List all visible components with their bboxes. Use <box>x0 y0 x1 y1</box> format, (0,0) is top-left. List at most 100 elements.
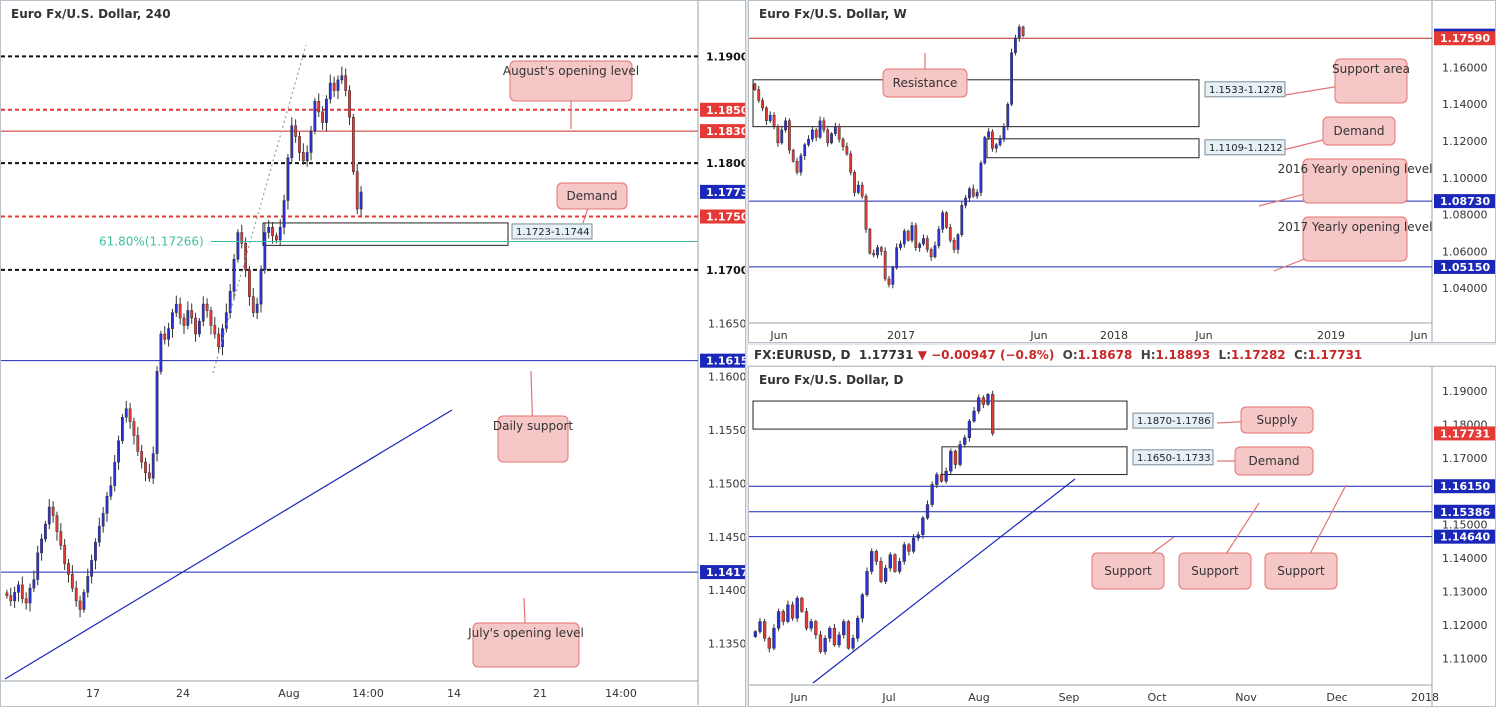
time-tick-label: 17 <box>86 687 100 700</box>
time-tick-label: 24 <box>176 687 190 700</box>
callout-box <box>497 415 569 463</box>
candle-13 <box>803 144 807 156</box>
candle-29 <box>864 195 868 230</box>
h4-chart-panel[interactable]: Euro Fx/U.S. Dollar, 240 1.165001.160001… <box>0 0 746 707</box>
candle-46 <box>967 420 972 439</box>
price-tag-label: 1.18000 <box>706 157 746 170</box>
candle-65 <box>255 303 259 313</box>
candle-27 <box>879 561 883 582</box>
candle-32 <box>128 408 132 422</box>
price-tag-label: 1.08730 <box>1440 195 1490 208</box>
candle-16 <box>67 563 70 575</box>
candle-23 <box>860 594 865 619</box>
candle-36 <box>921 517 925 535</box>
candle-54 <box>213 325 217 335</box>
time-tick-label: Aug <box>968 691 989 704</box>
low-value: 1.17282 <box>1231 348 1286 362</box>
time-tick-label: Jun <box>1029 329 1047 342</box>
h4-chart[interactable]: 1.16500 1.16000 1.15500 1.15000 1.14500 1.140… <box>1 1 746 707</box>
candle-38 <box>151 453 155 479</box>
callout-box <box>1322 116 1396 146</box>
high-value: 1.18893 <box>1155 348 1211 362</box>
candle-46 <box>929 249 933 258</box>
candle-0 <box>753 83 757 90</box>
candle-48 <box>190 310 194 319</box>
candle-18 <box>837 634 841 646</box>
candle-37 <box>895 247 899 269</box>
candle-7 <box>32 579 36 589</box>
price-tag-box <box>1434 529 1495 544</box>
callout-label: Support area <box>1332 62 1410 76</box>
candle-47 <box>186 310 190 326</box>
weekly-chart-title: Euro Fx/U.S. Dollar, W <box>759 7 907 21</box>
daily-chart[interactable]: 1.190001.180001.170001.150001.140001.130… <box>749 367 1496 707</box>
zone-label-box <box>1204 81 1286 98</box>
price-tick-label: 1.16000 <box>708 371 746 384</box>
candle-73 <box>286 157 290 201</box>
candle-37 <box>147 472 151 479</box>
candle-83 <box>325 98 328 123</box>
candle-4 <box>772 627 776 649</box>
candle-18 <box>74 587 78 602</box>
daily-chart-panel[interactable]: Euro Fx/U.S. Dollar, D 1.19000 1.18000 1.1… <box>748 366 1496 707</box>
candle-39 <box>902 230 906 245</box>
candle-1 <box>758 621 762 632</box>
callout-box <box>509 60 633 102</box>
candle-64 <box>251 296 255 313</box>
trend-line <box>212 44 307 374</box>
callout-label: Support <box>1191 564 1239 578</box>
time-tick-label: 2019 <box>1317 329 1345 342</box>
candle-44 <box>174 303 178 313</box>
down-arrow-icon: ▼ <box>917 348 927 362</box>
time-tick-label: 14:00 <box>352 687 384 700</box>
symbol-name: FX:EURUSD, D <box>754 348 851 362</box>
callout-label: Support <box>1104 564 1152 578</box>
candle-51 <box>201 303 205 322</box>
weekly-chart[interactable]: 1.16000 1.14000 1.12000 1.10000 1.08000 1.060… <box>749 1 1496 343</box>
price-tag-box <box>1434 504 1495 519</box>
candle-60 <box>983 137 987 164</box>
candle-92 <box>359 191 363 210</box>
candle-8 <box>36 552 40 580</box>
price-tag-box <box>700 209 745 224</box>
candle-57 <box>971 188 975 197</box>
candle-45 <box>925 238 929 250</box>
price-tag-box <box>700 565 745 580</box>
weekly-chart-panel[interactable]: Euro Fx/U.S. Dollar, W 1.16000 1.14000 1.1… <box>748 0 1496 343</box>
candle-26 <box>853 172 856 193</box>
candle-75 <box>294 125 298 137</box>
candle-56 <box>968 188 971 199</box>
price-tick-label: 1.10000 <box>1442 172 1488 185</box>
candle-7 <box>780 129 784 144</box>
candle-2 <box>762 621 767 639</box>
price-tag-box <box>1434 31 1495 46</box>
candle-53 <box>956 234 960 250</box>
price-tag-box <box>700 353 745 368</box>
candle-44 <box>922 238 925 245</box>
callout-box <box>882 68 968 98</box>
candle-29 <box>117 440 120 463</box>
candle-4 <box>768 115 772 122</box>
candle-31 <box>124 408 128 418</box>
candle-1 <box>9 595 13 602</box>
candle-44 <box>958 444 962 465</box>
candle-9 <box>40 538 43 554</box>
candle-18 <box>822 120 826 131</box>
candle-48 <box>977 397 981 412</box>
candle-11 <box>47 506 51 525</box>
candle-74 <box>290 125 294 159</box>
price-tag-box <box>700 124 745 139</box>
candle-39 <box>155 371 159 454</box>
candle-11 <box>795 160 799 173</box>
price-tick-label: 1.15000 <box>1442 519 1488 532</box>
candle-14 <box>59 531 63 546</box>
candle-13 <box>814 621 818 636</box>
candle-80 <box>313 100 317 132</box>
callout-box <box>1178 552 1252 590</box>
candle-6 <box>781 611 785 622</box>
price-tag-label: 1.14170 <box>706 566 746 579</box>
price-tag-label: 1.17731 <box>1440 427 1490 440</box>
candle-45 <box>178 303 182 319</box>
candle-24 <box>845 146 849 155</box>
candle-10 <box>791 149 795 162</box>
